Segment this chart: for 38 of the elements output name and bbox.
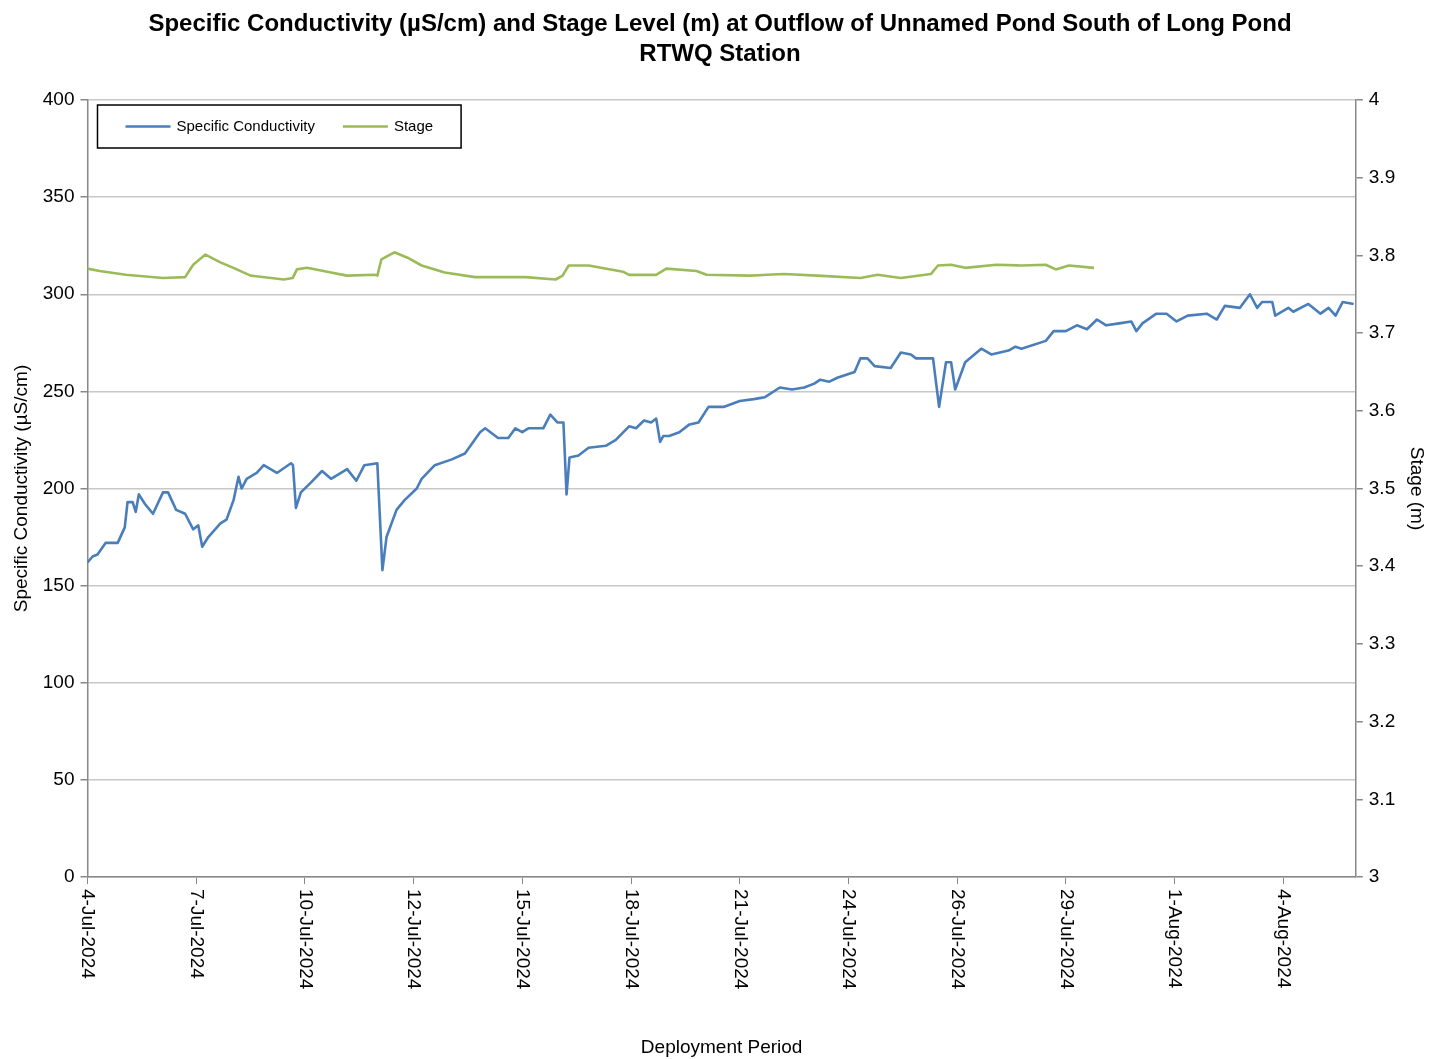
y2-tick-label: 3: [1368, 865, 1380, 887]
x-tick-label: 21-Jul-2024: [730, 889, 752, 990]
y-tick-label: 250: [42, 379, 75, 401]
y-tick-label: 300: [42, 282, 75, 304]
y2-tick-label: 3.8: [1368, 243, 1396, 265]
y2-tick-label: 3.9: [1368, 165, 1396, 187]
x-tick-label: 24-Jul-2024: [839, 889, 861, 990]
legend-label: Stage: [393, 116, 434, 134]
legend-label: Specific Conductivity: [176, 116, 316, 134]
y2-tick-label: 3.1: [1368, 787, 1396, 809]
x-axis-title: Deployment Period: [640, 1035, 803, 1057]
y-tick-label: 150: [42, 573, 75, 595]
y-tick-label: 100: [42, 670, 75, 692]
x-tick-label: 18-Jul-2024: [621, 889, 643, 990]
y2-tick-label: 3.6: [1368, 399, 1396, 421]
x-tick-label: 26-Jul-2024: [947, 889, 969, 990]
y2-tick-label: 3.5: [1368, 476, 1396, 498]
y2-tick-label: 3.7: [1368, 321, 1396, 343]
y2-axis-title: Stage (m): [1407, 446, 1429, 531]
y2-tick-label: 3.3: [1368, 632, 1396, 654]
chart-title: Specific Conductivity (µS/cm) and Stage Level (m) at Outflow of Unnamed Pond South of Long Pond RTWQ Station: [147, 8, 1293, 68]
y2-tick-label: 4: [1368, 88, 1380, 110]
y-axis-title: Specific Conductivity (µS/cm): [9, 364, 31, 613]
x-tick-label: 1-Aug-2024: [1165, 889, 1187, 989]
y-tick-label: 50: [53, 768, 75, 790]
y-tick-label: 350: [42, 185, 75, 207]
y2-tick-label: 3.2: [1368, 709, 1396, 731]
x-tick-label: 12-Jul-2024: [404, 889, 426, 990]
y-tick-label: 0: [63, 865, 75, 887]
x-tick-label: 10-Jul-2024: [295, 889, 317, 990]
y-tick-label: 200: [42, 476, 75, 498]
x-tick-label: 29-Jul-2024: [1056, 889, 1078, 990]
x-tick-label: 4-Aug-2024: [1274, 889, 1296, 989]
y2-tick-label: 3.4: [1368, 554, 1396, 576]
x-tick-label: 4-Jul-2024: [78, 889, 100, 980]
x-tick-label: 15-Jul-2024: [513, 889, 535, 990]
y-tick-label: 400: [42, 88, 75, 110]
x-tick-label: 7-Jul-2024: [186, 889, 208, 980]
